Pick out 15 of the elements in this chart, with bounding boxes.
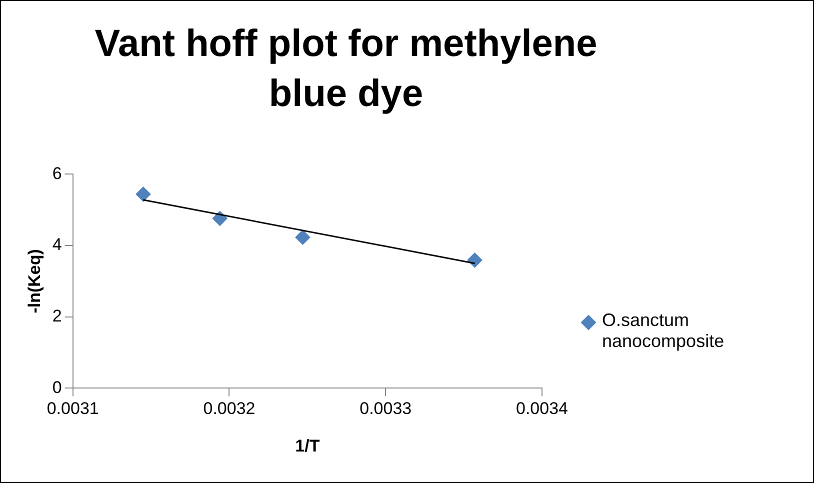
x-tick-label: 0.0034 bbox=[516, 399, 568, 418]
y-tick-label: 6 bbox=[52, 164, 62, 183]
x-tick-label: 0.0031 bbox=[46, 399, 99, 418]
x-tick-label: 0.0032 bbox=[203, 399, 256, 418]
y-tick-label: 4 bbox=[52, 235, 62, 254]
point bbox=[295, 230, 310, 245]
point bbox=[467, 252, 482, 268]
y-axis-title: -ln(Keq) bbox=[24, 249, 44, 314]
chart-title: Vant hoff plot for methylene blue dye bbox=[94, 22, 598, 117]
y-tick-label: 0 bbox=[52, 378, 62, 397]
x-axis-title: 1/T bbox=[295, 436, 320, 456]
x-tick-label: 0.0033 bbox=[360, 399, 412, 418]
legend-label: O.sanctum nanocomposite bbox=[602, 310, 726, 352]
y-tick-label: 2 bbox=[52, 306, 62, 326]
point bbox=[136, 186, 151, 202]
